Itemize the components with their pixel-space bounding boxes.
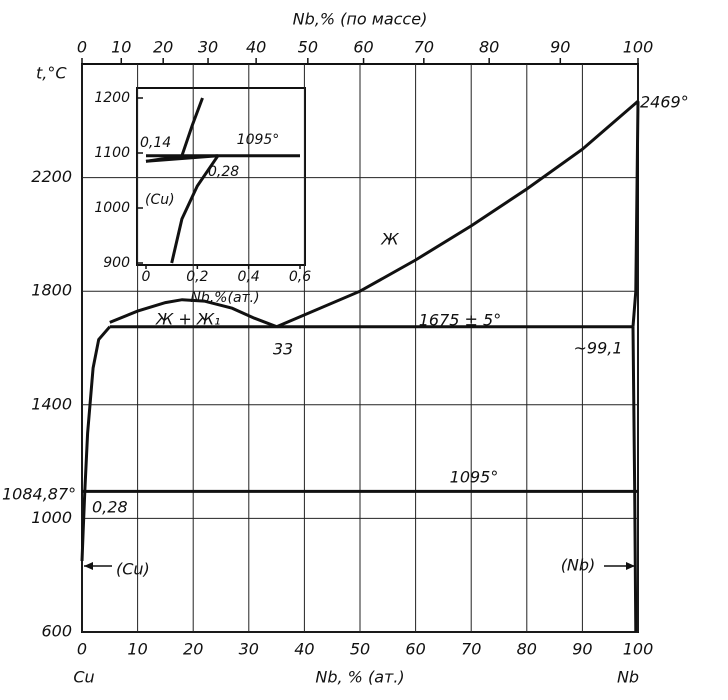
top-tick-label: 50: [298, 38, 318, 57]
annotation: (Nb): [561, 556, 596, 575]
curve: [631, 326, 638, 633]
annotation: Ж + Ж₁: [155, 310, 220, 329]
x-axis-label: Nb, % (ат.): [315, 668, 404, 687]
x-tick-label: 50: [350, 640, 370, 659]
y-tick-label: 1000: [94, 200, 130, 216]
y-tick-label: 2200: [31, 167, 72, 186]
x-tick-label: 70: [461, 640, 481, 659]
top-tick-label: 90: [550, 38, 570, 57]
curve: [83, 325, 111, 492]
x-tick-label: 10: [127, 640, 147, 659]
curve: [109, 298, 278, 329]
curve: [276, 100, 639, 329]
annotation: 0,14: [140, 135, 171, 151]
x-tick-label: 90: [572, 640, 592, 659]
annotation: Nb: [617, 668, 639, 687]
y-tick-label: 1000: [31, 508, 72, 527]
top-tick-label: 100: [623, 38, 654, 57]
top-tick-label: 80: [479, 38, 499, 57]
arrowhead: [626, 562, 635, 570]
x-tick-label: 0,4: [238, 269, 260, 285]
curve: [631, 101, 640, 327]
y-tick-label: 1100: [94, 145, 130, 161]
annotation: Cu: [73, 668, 94, 687]
y-tick-label: 1800: [31, 281, 72, 300]
x-tick-label: 20: [183, 640, 203, 659]
y-axis-label: t,°C: [36, 64, 67, 83]
y-tick-label: 900: [103, 255, 130, 271]
y-tick-label: 600: [41, 622, 72, 641]
arrowhead: [84, 562, 93, 570]
y-tick-label: 1400: [31, 394, 72, 413]
top-axis-label: Nb,% (по массе): [293, 10, 428, 29]
top-tick-label: 70: [414, 38, 434, 57]
x-tick-label: 40: [294, 640, 314, 659]
annotation: 1675 ± 5°: [419, 311, 501, 330]
x-tick-label: 0: [142, 269, 151, 285]
top-tick-label: 40: [246, 38, 266, 57]
inset-frame: [136, 87, 306, 266]
curve: [80, 491, 87, 562]
annotation: 33: [273, 340, 293, 359]
annotation: 1095°: [237, 132, 280, 148]
annotation: 2469°: [640, 93, 689, 112]
x-tick-label: 0: [77, 640, 87, 659]
annotation: 0,28: [208, 164, 239, 180]
x-tick-label: 80: [517, 640, 537, 659]
top-tick-label: 0: [77, 38, 87, 57]
annotation: 0,28: [92, 498, 128, 517]
x-tick-label: 100: [623, 640, 654, 659]
x-tick-label: 0,6: [289, 269, 311, 285]
top-tick-label: 10: [111, 38, 131, 57]
x-tick-label: 0,2: [186, 269, 208, 285]
curve: [170, 154, 220, 264]
top-tick-label: 60: [353, 38, 373, 57]
annotation: (Cu): [145, 192, 175, 208]
top-tick-label: 20: [153, 38, 173, 57]
annotation: Ж: [380, 230, 399, 249]
top-tick-label: 30: [198, 38, 218, 57]
annotation: (Cu): [116, 560, 150, 579]
y-tick-label: 1200: [94, 90, 130, 106]
annotation: 1095°: [450, 468, 499, 487]
annotation: ~99,1: [573, 339, 622, 358]
x-tick-label: 60: [405, 640, 425, 659]
annotation: 1084,87°: [2, 485, 76, 504]
x-tick-label: 30: [239, 640, 259, 659]
